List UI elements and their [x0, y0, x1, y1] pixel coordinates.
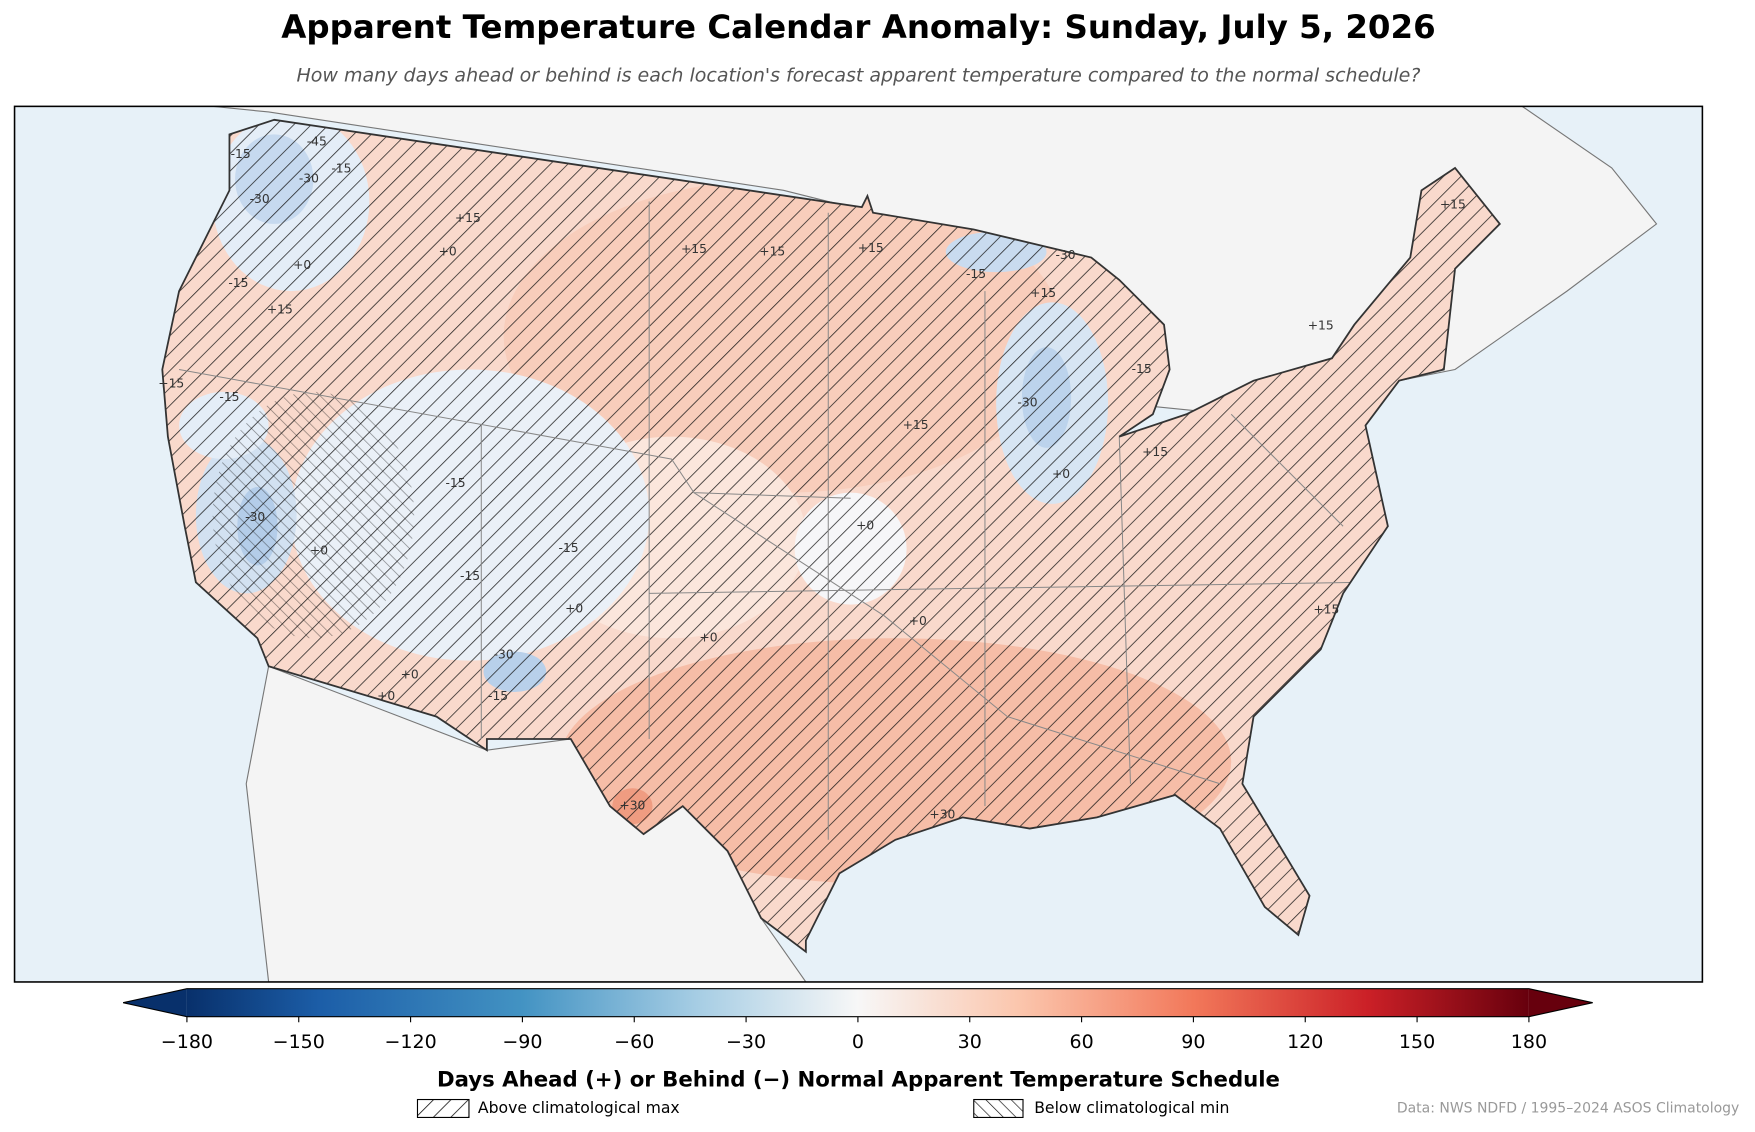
contour-label: -15 [231, 147, 251, 161]
contour-label: +15 [455, 211, 481, 225]
colorbar-tick-label: 30 [958, 1031, 982, 1053]
contour-label: +15 [1142, 445, 1168, 459]
legend-swatch [973, 1098, 1024, 1119]
colorbar-tick-label: 60 [1069, 1031, 1093, 1053]
legend-label: Above climatological max [478, 1098, 680, 1117]
subtitle: How many days ahead or behind is each lo… [296, 65, 1420, 87]
colorbar-tick-label: 180 [1511, 1031, 1547, 1053]
contour-labels: -45 -30 -15 -15 -30 +0 -15 +15 +15 -15 +15 +0 +15 +15… [158, 135, 1466, 822]
contour-label: -30 [494, 648, 514, 662]
colorbar-tick-label: −150 [273, 1031, 325, 1053]
contour-label: -15 [460, 569, 480, 583]
contour-label: +0 [909, 614, 927, 628]
source-note: Data: NWS NDFD / 1995–2024 ASOS Climatol… [1397, 1100, 1739, 1116]
contour-label: -15 [445, 476, 465, 490]
contour-label: -30 [245, 510, 265, 524]
contour-label: -45 [307, 135, 327, 149]
colorbar-tick-label: 150 [1399, 1031, 1435, 1053]
contour-label: +30 [929, 808, 955, 822]
contour-label: +0 [856, 519, 874, 533]
colorbar-tick-label: 90 [1181, 1031, 1205, 1053]
contour-label: -15 [488, 689, 508, 703]
colorbar-tick-label: −90 [502, 1031, 542, 1053]
contour-label: +30 [619, 799, 645, 813]
colorbar-tick-label: 0 [852, 1031, 864, 1053]
contour-label: +0 [565, 602, 583, 616]
contour-label: -15 [228, 276, 248, 290]
colorbar-label: Days Ahead (+) or Behind (−) Normal Appa… [437, 1067, 1280, 1092]
contour-label: +15 [158, 377, 184, 391]
contour-label: +15 [1308, 318, 1334, 332]
contour-label: -30 [1055, 248, 1075, 262]
contour-label: +0 [699, 631, 717, 645]
contour-label: -30 [299, 172, 319, 186]
contour-label: -30 [1017, 396, 1037, 410]
contour-label: -15 [966, 267, 986, 281]
contour-label: -15 [1132, 362, 1152, 376]
contour-label: -30 [250, 192, 270, 206]
legend-swatch [416, 1098, 470, 1119]
contour-label: +0 [1052, 467, 1070, 481]
colorbar-extend-low [123, 988, 187, 1017]
contour-label: +15 [681, 242, 707, 256]
map-frame [13, 105, 1704, 983]
colorbar: −180 −150 −120 −90 −60 −30 0 30 60 90 120 150 180 [122, 988, 1593, 1053]
contour-label: +15 [858, 241, 884, 255]
contour-label: +15 [1313, 603, 1339, 617]
map: -45 -30 -15 -15 -30 +0 -15 +15 +15 -15 +15 +0 +15 +15… [14, 106, 1703, 982]
title: Apparent Temperature Calendar Anomaly: S… [281, 8, 1435, 46]
contour-label: +15 [903, 418, 929, 432]
contour-label: +0 [293, 258, 311, 272]
colorbar-tick-label: −180 [161, 1031, 213, 1053]
contour-label: +0 [401, 668, 419, 682]
contour-label: +15 [1440, 197, 1466, 211]
colorbar-tick-label: −30 [726, 1031, 766, 1053]
contour-label: -15 [559, 541, 579, 555]
colorbar-tick-label: −60 [614, 1031, 654, 1053]
contour-label: -15 [219, 390, 239, 404]
contour-label: -15 [331, 162, 351, 176]
contour-label: +0 [377, 689, 395, 703]
contour-label: +0 [310, 543, 328, 557]
colorbar-tick-label: −120 [384, 1031, 436, 1053]
colorbar-extend-high [1528, 988, 1593, 1017]
contour-label: +15 [1030, 286, 1056, 300]
contour-label: +15 [267, 303, 293, 317]
colorbar-scale [186, 988, 1529, 1017]
contour-label: +15 [759, 244, 785, 258]
colorbar-tick-label: 120 [1287, 1031, 1323, 1053]
legend-label: Below climatological min [1034, 1098, 1229, 1117]
contour-label: +0 [439, 244, 457, 258]
